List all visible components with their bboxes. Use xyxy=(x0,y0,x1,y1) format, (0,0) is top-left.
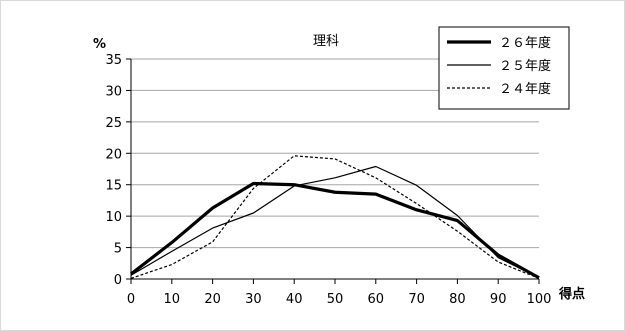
x-tick-label: 10 xyxy=(164,292,181,307)
x-tick-label: 70 xyxy=(408,292,425,307)
legend: ２６年度 ２５年度 ２４年度 xyxy=(438,26,570,110)
x-axis-label: 得点 xyxy=(558,286,585,302)
y-tick-label: 10 xyxy=(105,210,122,225)
x-tick-label: 80 xyxy=(449,292,466,307)
x-tick-label: 40 xyxy=(286,292,303,307)
x-tick-label: 60 xyxy=(368,292,385,307)
y-tick-labels: 0 5 10 15 20 25 30 35 xyxy=(105,53,122,288)
series-line-2 xyxy=(130,155,540,279)
y-unit-label: % xyxy=(93,37,106,52)
series-lines xyxy=(130,155,540,280)
x-tick-label: 30 xyxy=(245,292,262,307)
y-tick-label: 30 xyxy=(105,84,122,99)
y-tick-label: 5 xyxy=(114,242,122,257)
x-tick-label: 20 xyxy=(204,292,221,307)
legend-label: ２５年度 xyxy=(499,58,551,74)
legend-label: ２４年度 xyxy=(499,81,551,97)
x-tick-label: 50 xyxy=(327,292,344,307)
chart-title: 理科 xyxy=(313,34,339,49)
y-tick-label: 15 xyxy=(105,179,122,194)
legend-label: ２６年度 xyxy=(499,35,551,51)
series-line-0 xyxy=(130,181,540,280)
axes xyxy=(126,58,540,284)
y-tick-label: 25 xyxy=(105,116,122,131)
series-line-1 xyxy=(130,165,540,279)
x-tick-label: 100 xyxy=(527,292,552,307)
y-tick-label: 20 xyxy=(105,147,122,162)
y-tick-label: 35 xyxy=(105,53,122,68)
y-tick-label: 0 xyxy=(114,273,122,288)
x-tick-label: 0 xyxy=(127,292,135,307)
x-tick-label: 90 xyxy=(490,292,507,307)
x-tick-labels: 0 10 20 30 40 50 60 70 80 90 100 xyxy=(127,292,552,307)
